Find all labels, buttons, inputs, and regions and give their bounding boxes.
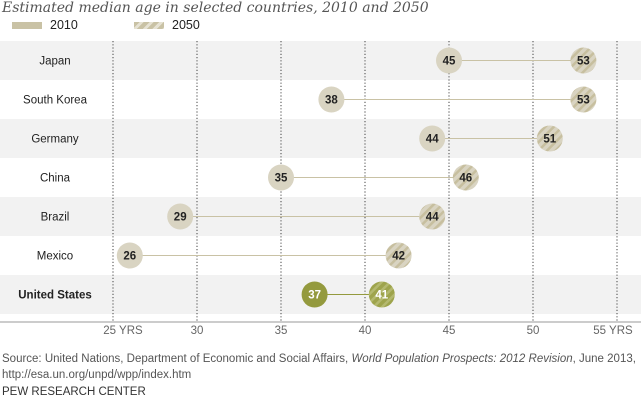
chart-title: Estimated median age in selected countri… <box>2 0 429 16</box>
dot-2050 <box>368 281 395 308</box>
legend-label: 2050 <box>172 18 200 32</box>
dot-2010 <box>268 164 294 191</box>
data-label: 29 <box>174 212 187 224</box>
data-label: 38 <box>325 95 338 107</box>
data-label: 45 <box>443 56 456 68</box>
dot-2010 <box>116 242 143 269</box>
data-label: 37 <box>308 290 321 302</box>
category-label: Japan <box>39 56 70 68</box>
footer-brand: PEW RESEARCH CENTER <box>2 386 146 398</box>
dot-2010 <box>436 47 462 74</box>
data-label: 35 <box>275 173 288 185</box>
category-label: United States <box>18 290 92 302</box>
tick-label: 45 <box>443 325 456 337</box>
source-text: , June 2013, http://esa.un.org/unpd/wpp/… <box>2 353 636 381</box>
tick-label: 35 <box>275 325 288 337</box>
dot-2050 <box>452 164 479 191</box>
category-label: China <box>40 173 71 185</box>
category-label: Brazil <box>41 212 70 224</box>
legend-swatch-solid <box>12 21 42 29</box>
legend-2010: 2010 <box>12 18 78 32</box>
data-label: 53 <box>577 56 590 68</box>
source-note: Source: United Nations, Department of Ec… <box>2 351 641 383</box>
source-title: World Population Prospects: 2012 Revisio… <box>351 353 573 365</box>
dot-2010 <box>301 281 328 308</box>
dot-2050 <box>385 242 412 269</box>
tick-label: 55 YRS <box>593 325 633 337</box>
data-label: 41 <box>375 290 388 302</box>
legend-2050: 2050 <box>134 18 200 32</box>
dot-2050 <box>419 203 446 230</box>
tick-label: 25 YRS <box>103 325 143 337</box>
source-text: Source: United Nations, Department of Ec… <box>2 353 352 365</box>
category-label: Germany <box>31 134 79 146</box>
category-label: South Korea <box>23 95 88 107</box>
legend-swatch-hatched <box>134 21 164 29</box>
dot-plot: 25 YRS 30 35 40 45 50 55 YRS Japan 45 53 South Kor… <box>0 41 641 337</box>
dot-2050 <box>570 86 597 113</box>
tick-label: 30 <box>191 325 204 337</box>
dot-2010 <box>167 203 194 230</box>
data-label: 42 <box>392 251 405 263</box>
dot-2050 <box>570 47 597 74</box>
data-label: 44 <box>426 212 439 224</box>
data-label: 51 <box>543 134 556 146</box>
dot-2010 <box>318 86 345 113</box>
tick-label: 40 <box>359 325 372 337</box>
dot-2010 <box>419 125 446 152</box>
data-label: 44 <box>426 134 439 146</box>
legend-label: 2010 <box>50 18 78 32</box>
dot-2050 <box>536 125 563 152</box>
data-label: 46 <box>459 173 472 185</box>
data-label: 53 <box>577 95 590 107</box>
data-label: 26 <box>123 251 136 263</box>
category-label: Mexico <box>37 251 73 263</box>
tick-label: 50 <box>527 325 540 337</box>
